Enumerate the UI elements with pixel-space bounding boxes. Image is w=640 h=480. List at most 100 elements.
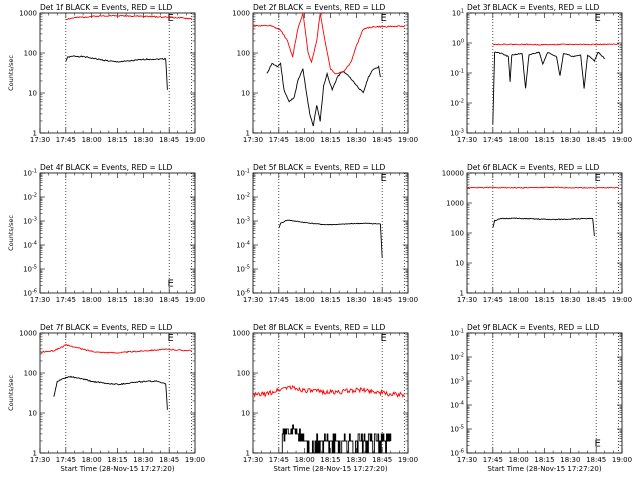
x-tick-label: 17:45	[483, 456, 503, 464]
y-tick-label: 10-3	[450, 377, 464, 386]
x-axis-label: Start Time (28-Nov-15 17:27:20)	[273, 465, 387, 473]
x-tick-label: 18:00	[295, 136, 315, 144]
x-tick-label: 17:30	[243, 456, 263, 464]
x-tick-label: 17:30	[30, 456, 50, 464]
y-tick-label: 1	[246, 130, 250, 138]
lld-series-line	[492, 43, 619, 46]
y-tick-label: 100	[24, 50, 37, 58]
chart-title: Det 7f BLACK = Events, RED = LLD	[40, 323, 173, 332]
plot-frame	[252, 172, 409, 294]
event-marker-label: E	[380, 13, 386, 24]
x-tick-label: 19:00	[185, 456, 205, 464]
x-tick-label: 18:45	[159, 296, 179, 304]
y-tick-label: 1000	[446, 200, 464, 208]
y-tick-label: 100	[237, 370, 250, 378]
x-tick-label: 18:30	[346, 136, 366, 144]
x-tick-label: 18:45	[586, 296, 606, 304]
plot-frame	[466, 332, 623, 454]
x-tick-label: 18:45	[372, 296, 392, 304]
x-tick-label: 18:45	[159, 456, 179, 464]
y-tick-label: 10-4	[236, 241, 250, 250]
events-series-line	[53, 375, 168, 410]
y-tick-label: 10-2	[236, 193, 250, 202]
x-tick-label: 19:00	[185, 136, 205, 144]
y-tick-label: 100	[451, 230, 464, 238]
y-tick-label: 10-1	[236, 169, 250, 178]
chart-title: Det 3f BLACK = Events, RED = LLD	[467, 3, 600, 12]
x-tick-label: 17:45	[56, 296, 76, 304]
chart-title: Det 2f BLACK = Events, RED = LLD	[253, 3, 386, 12]
x-tick-label: 19:00	[612, 296, 632, 304]
y-tick-label: 10-4	[450, 401, 464, 410]
y-tick-label: 10000	[442, 170, 464, 178]
x-axis-label: Start Time (28-Nov-15 17:27:20)	[487, 465, 601, 473]
x-tick-label: 17:30	[30, 136, 50, 144]
x-tick-label: 18:30	[133, 456, 153, 464]
x-tick-label: 18:15	[107, 456, 127, 464]
events-series-line	[492, 217, 595, 236]
x-tick-label: 17:30	[457, 456, 477, 464]
chart-panel-5: Det 5f BLACK = Events, RED = LLD 10-6 10-5…	[236, 163, 418, 304]
x-tick-label: 18:00	[295, 296, 315, 304]
y-tick-label: 10-5	[23, 265, 37, 274]
plot-frame	[39, 12, 196, 134]
x-tick-label: 17:30	[30, 296, 50, 304]
y-tick-label: 10-2	[23, 193, 37, 202]
chart-panel-4: Det 4f BLACK = Events, RED = LLD 10-6 10-5…	[7, 163, 205, 304]
x-tick-label: 18:15	[534, 456, 554, 464]
events-series-line	[278, 219, 383, 258]
events-series-line	[492, 51, 606, 125]
event-marker-label: E	[167, 333, 173, 344]
y-tick-label: 1	[33, 130, 37, 138]
y-tick-label: 100	[24, 370, 37, 378]
x-tick-label: 19:00	[185, 296, 205, 304]
event-marker-label: E	[594, 173, 600, 184]
x-tick-label: 18:00	[295, 456, 315, 464]
y-tick-label: 100	[452, 39, 464, 48]
y-tick-label: 10	[28, 90, 37, 98]
x-tick-label: 18:00	[509, 456, 529, 464]
x-tick-label: 19:00	[612, 456, 632, 464]
x-tick-label: 18:15	[107, 296, 127, 304]
y-tick-label: 10-6	[236, 289, 250, 298]
y-tick-label: 10-6	[450, 449, 464, 458]
x-tick-label: 18:30	[560, 136, 580, 144]
lld-series-line	[39, 344, 192, 354]
y-tick-label: 10-5	[450, 425, 464, 434]
x-axis-label: Start Time (28-Nov-15 17:27:20)	[60, 465, 174, 473]
event-marker-label: E	[167, 13, 173, 24]
x-tick-label: 18:00	[509, 136, 529, 144]
chart-title: Det 5f BLACK = Events, RED = LLD	[253, 163, 386, 172]
chart-panel-1: Det 1f BLACK = Events, RED = LLD 1 10 100 10…	[7, 3, 205, 144]
chart-title: Det 8f BLACK = Events, RED = LLD	[253, 323, 386, 332]
lld-series-line	[252, 12, 405, 75]
x-tick-label: 19:00	[398, 296, 418, 304]
x-tick-label: 17:45	[56, 136, 76, 144]
y-tick-label: 1000	[232, 10, 250, 18]
chart-title: Det 9f BLACK = Events, RED = LLD	[467, 323, 600, 332]
y-axis-label: Counts/sec	[7, 55, 15, 91]
event-marker-label: E	[380, 173, 386, 184]
event-marker-label: E	[594, 439, 600, 450]
plot-frame	[39, 332, 196, 454]
event-marker-label: E	[594, 13, 600, 24]
y-tick-label: 10-1	[23, 169, 37, 178]
y-tick-label: 10-3	[450, 129, 464, 138]
chart-panel-2: Det 2f BLACK = Events, RED = LLD 1 10 100 10…	[232, 3, 418, 144]
y-tick-label: 10	[241, 90, 250, 98]
lld-series-line	[65, 14, 192, 20]
chart-title: Det 1f BLACK = Events, RED = LLD	[40, 3, 173, 12]
y-tick-label: 10-6	[23, 289, 37, 298]
x-tick-label: 17:45	[56, 456, 76, 464]
x-tick-label: 18:15	[107, 136, 127, 144]
y-axis-label: Counts/sec	[7, 375, 15, 411]
y-tick-label: 10-1	[450, 329, 464, 338]
events-series-line	[278, 424, 392, 454]
y-tick-label: 1	[460, 290, 464, 298]
y-tick-label: 10-2	[450, 353, 464, 362]
event-marker-label: E	[380, 333, 386, 344]
plot-frame	[39, 172, 196, 294]
x-tick-label: 18:15	[320, 296, 340, 304]
chart-panel-6: Det 6f BLACK = Events, RED = LLD 1 10 100 10…	[442, 163, 632, 304]
